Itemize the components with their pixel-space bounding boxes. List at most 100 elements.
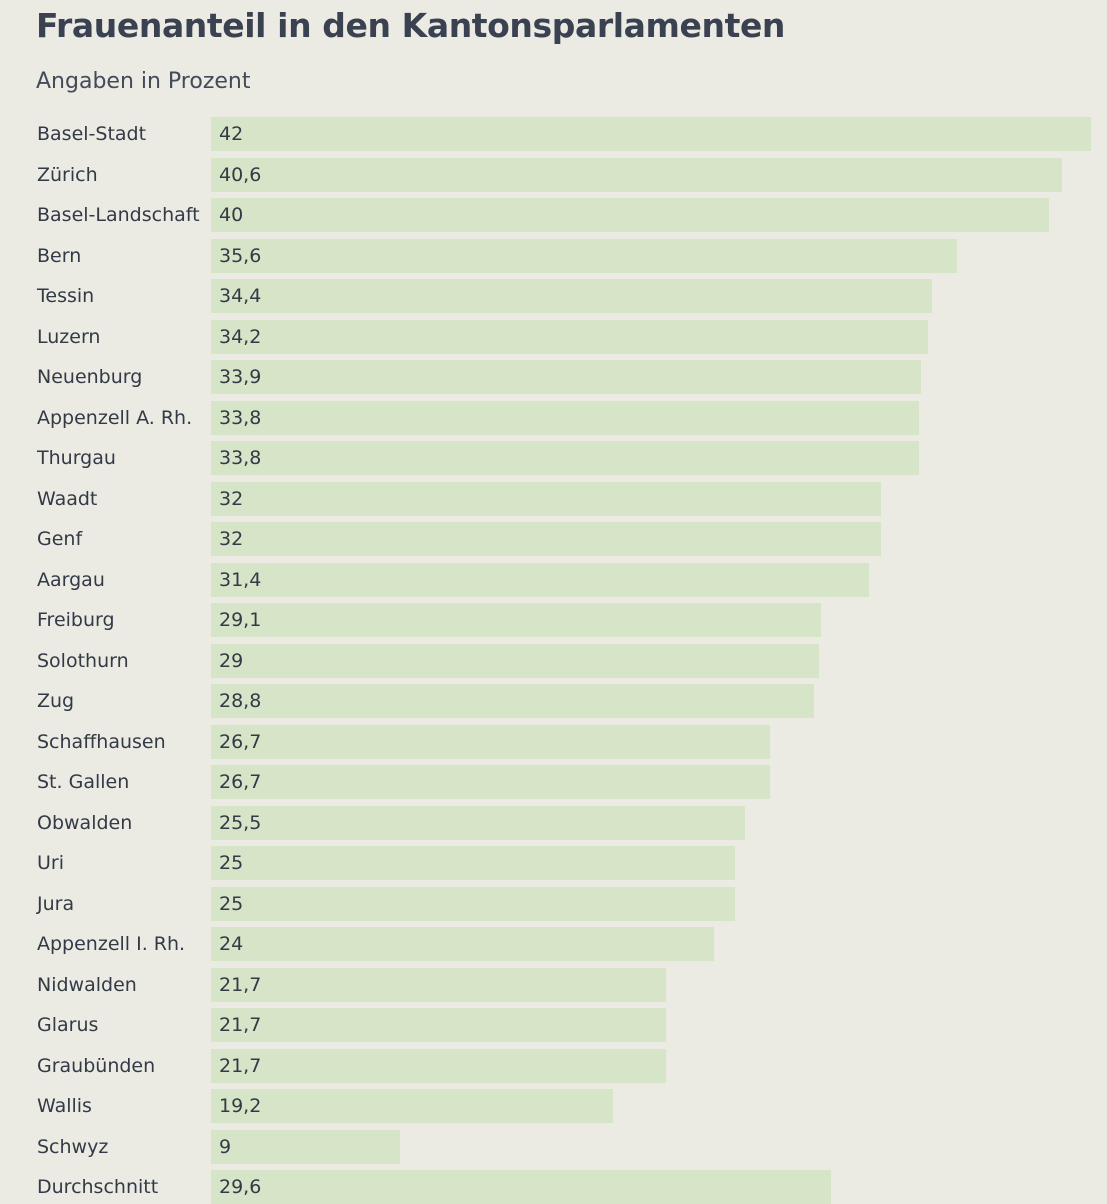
bar [211,927,714,961]
bar-row: Bern 35,6 [0,238,1107,273]
bar-row: St. Gallen 26,7 [0,765,1107,799]
value-label: 29,1 [219,609,262,631]
bar-row: Basel-Landschaft 40 [0,198,1107,232]
value-label: 19,2 [219,1095,262,1117]
bar-row: Appenzell A. Rh. 33,8 [0,400,1107,435]
bar-row: Schaffhausen 26,7 [0,724,1107,759]
bar-row: Freiburg 29,1 [0,603,1107,637]
value-label: 29 [219,649,244,672]
category-label: Durchschnitt [37,1176,159,1198]
category-label: Schaffhausen [37,730,166,753]
category-label: Luzern [37,325,101,348]
category-label: Thurgau [37,447,116,469]
bar-row: Wallis 19,2 [0,1089,1107,1123]
bar-row: Durchschnitt 29,6 [0,1170,1107,1204]
value-label: 9 [219,1135,232,1158]
bar [211,805,746,840]
bar-row: Aargau 31,4 [0,562,1107,597]
bar [211,724,771,759]
bar-row: Glarus 21,7 [0,1008,1107,1042]
category-label: Appenzell A. Rh. [37,406,193,429]
category-label: Graubünden [37,1054,156,1077]
value-label: 31,4 [219,568,262,591]
category-label: Uri [37,852,64,874]
bar [211,238,957,273]
bar [211,684,815,718]
value-label: 25 [219,892,244,915]
category-label: Freiburg [37,609,115,631]
category-label: Wallis [37,1095,92,1117]
bar [211,1048,666,1083]
value-label: 28,8 [219,690,262,712]
value-label: 29,6 [219,1176,262,1198]
value-label: 34,2 [219,325,262,348]
value-label: 26,7 [219,771,262,793]
bar-row: Luzern 34,2 [0,319,1107,354]
bar-row: Schwyz 9 [0,1129,1107,1164]
chart-title: Frauenanteil in den Kantonsparlamenten [36,6,786,45]
bar-row: Tessin 34,4 [0,279,1107,313]
bar-row: Graubünden 21,7 [0,1048,1107,1083]
value-label: 21,7 [219,1054,262,1077]
bar [211,522,882,556]
category-label: Appenzell I. Rh. [37,933,186,955]
category-label: Jura [37,892,75,915]
bar-row: Zug 28,8 [0,684,1107,718]
bar [211,967,666,1002]
value-label: 35,6 [219,244,262,267]
value-label: 40,6 [219,163,262,186]
value-label: 40 [219,204,244,226]
bar [211,1008,666,1042]
bar [211,400,920,435]
chart-subtitle: Angaben in Prozent [36,69,251,94]
bar [211,319,928,354]
value-label: 24 [219,933,244,955]
bar [211,886,735,921]
bar [211,481,882,516]
bar [211,765,771,799]
value-label: 34,4 [219,285,262,307]
category-label: Tessin [37,285,95,307]
bar-row: Waadt 32 [0,481,1107,516]
value-label: 25,5 [219,811,262,834]
category-label: Waadt [37,487,98,510]
bar [211,441,920,475]
category-label: Solothurn [37,649,129,672]
category-label: Genf [37,528,83,550]
category-label: Aargau [37,568,105,591]
bar [211,643,819,678]
bar-row: Uri 25 [0,846,1107,880]
category-label: St. Gallen [37,771,130,793]
category-label: Basel-Stadt [37,123,147,145]
category-label: Glarus [37,1014,99,1036]
category-label: Neuenburg [37,366,143,388]
value-label: 25 [219,852,244,874]
bar [211,157,1062,192]
bar-row: Thurgau 33,8 [0,441,1107,475]
bar-row: Jura 25 [0,886,1107,921]
bar-row: Basel-Stadt 42 [0,117,1107,151]
bar [211,562,869,597]
value-label: 32 [219,528,244,550]
bar [211,360,922,394]
category-label: Obwalden [37,811,133,834]
bar-row: Appenzell I. Rh. 24 [0,927,1107,961]
bar [211,117,1091,151]
value-label: 33,9 [219,366,262,388]
bar [211,279,932,313]
value-label: 42 [219,123,244,145]
value-label: 21,7 [219,973,262,996]
bar-row: Zürich 40,6 [0,157,1107,192]
bar-row: Obwalden 25,5 [0,805,1107,840]
category-label: Nidwalden [37,973,137,996]
value-label: 26,7 [219,730,262,753]
value-label: 21,7 [219,1014,262,1036]
bar-row: Neuenburg 33,9 [0,360,1107,394]
category-label: Schwyz [37,1135,109,1158]
bar [211,1129,400,1164]
bar-row: Genf 32 [0,522,1107,556]
bar-row: Nidwalden 21,7 [0,967,1107,1002]
bar [211,1170,832,1204]
